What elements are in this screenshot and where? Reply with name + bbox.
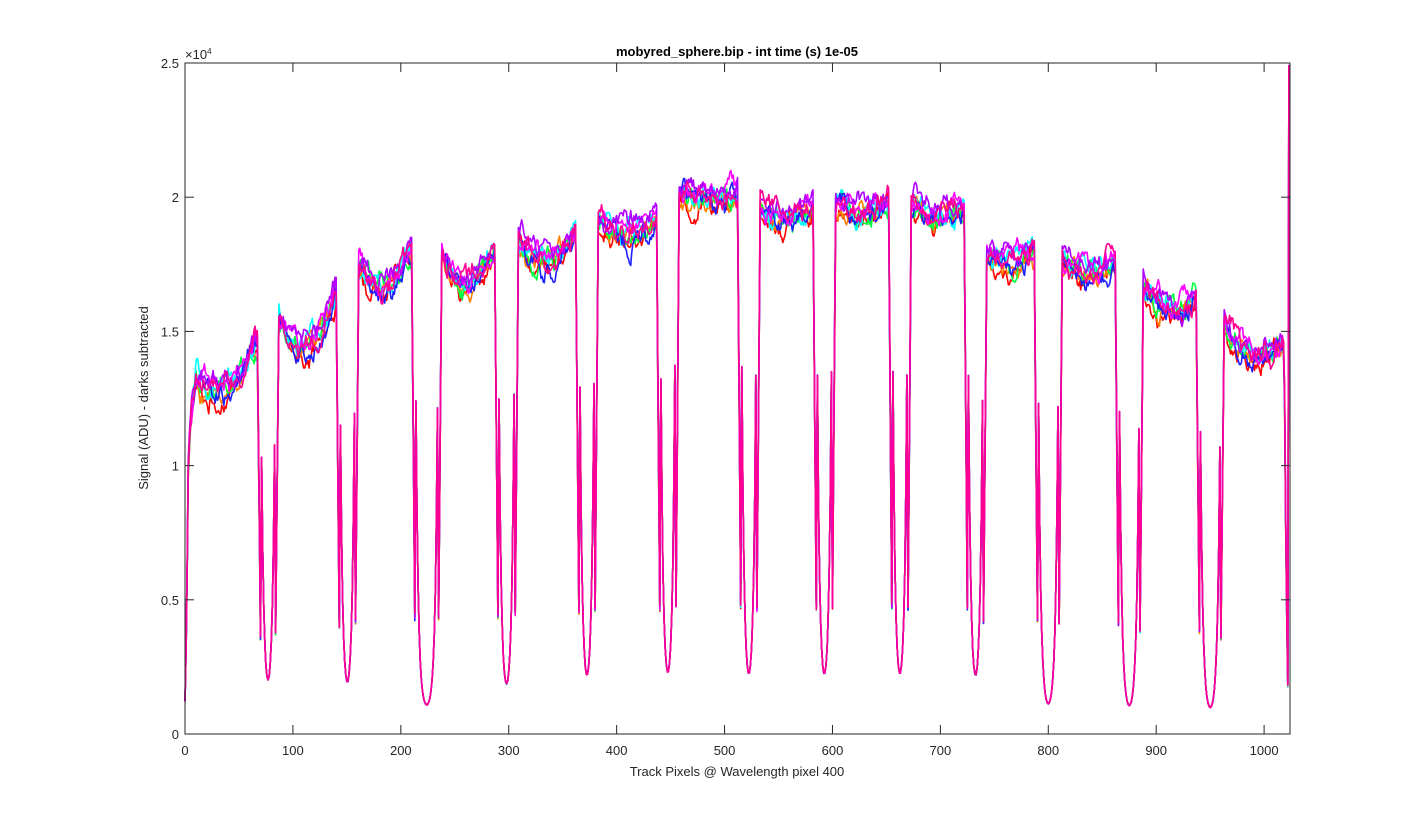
series-line (184, 64, 1290, 709)
chart-title: mobyred_sphere.bip - int time (s) 1e-05 (616, 44, 858, 59)
y-exponent-power: 4 (207, 47, 212, 56)
y-exponent-label: ×104 (185, 47, 212, 62)
x-tick-label: 0 (181, 743, 188, 758)
tick-layer: 0 100 200 300 400 500 600 700 800 900 1000 0 0.5 1 1.5… (161, 56, 1290, 758)
axes-box (184, 62, 1291, 735)
x-tick-label: 700 (930, 743, 952, 758)
x-tick-label: 1000 (1250, 743, 1279, 758)
y-tick-label: 1 (172, 459, 179, 474)
x-tick-label: 100 (282, 743, 304, 758)
x-tick-label: 200 (390, 743, 412, 758)
y-tick-label: 1.5 (161, 324, 179, 339)
x-tick-label: 500 (714, 743, 736, 758)
x-tick-label: 800 (1037, 743, 1059, 758)
x-tick-label: 400 (606, 743, 628, 758)
x-axis-label: Track Pixels @ Wavelength pixel 400 (630, 764, 845, 779)
series-line (184, 64, 1290, 709)
y-tick-label: 0 (172, 727, 179, 742)
y-tick-label: 2.5 (161, 56, 179, 71)
plot-area (185, 63, 1290, 734)
y-tick-label: 0.5 (161, 593, 179, 608)
series-layer (184, 64, 1290, 709)
x-tick-label: 300 (498, 743, 520, 758)
x-tick-label: 600 (822, 743, 844, 758)
y-tick-label: 2 (172, 190, 179, 205)
x-tick-label: 900 (1145, 743, 1167, 758)
y-axis-label: Signal (ADU) - darks subtracted (136, 306, 151, 490)
